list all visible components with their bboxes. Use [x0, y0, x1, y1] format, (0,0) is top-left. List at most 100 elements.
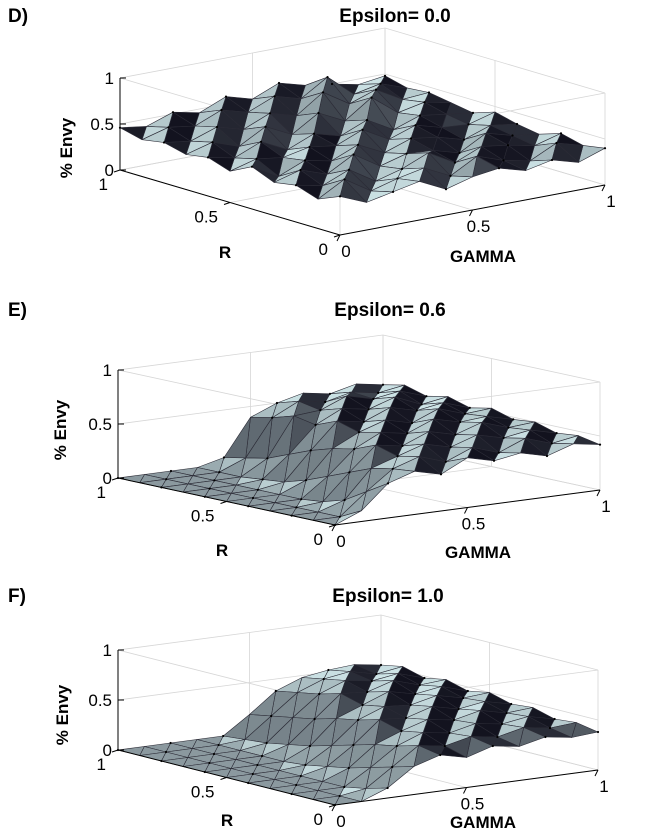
surface-node: [502, 436, 505, 439]
surface-node: [459, 420, 462, 424]
surface-node: [312, 132, 316, 135]
surface-node: [400, 167, 404, 170]
surface-facet: [250, 402, 278, 419]
surface-node: [308, 744, 312, 748]
y-tick-mark: [223, 202, 231, 205]
x-tick-label: 0.5: [461, 795, 485, 814]
surface-node: [555, 432, 558, 435]
surface-node: [211, 141, 214, 144]
surface-node: [401, 444, 404, 447]
surface-facet: [146, 111, 174, 128]
surface-node: [361, 128, 364, 131]
surface-node: [396, 177, 399, 180]
y-tick-mark: [220, 777, 227, 780]
surface-node: [169, 469, 173, 473]
surface-node: [318, 692, 321, 696]
surface-node: [395, 744, 398, 748]
x-axis-label: GAMMA: [450, 813, 516, 832]
surface-facet: [493, 452, 521, 462]
surface-node: [510, 702, 513, 706]
surface-node: [343, 178, 346, 181]
y-axis-label: R: [216, 541, 228, 560]
surface-node: [206, 156, 210, 159]
surface-node: [338, 195, 342, 198]
y-tick-label: 0.5: [194, 208, 218, 227]
surface-node: [374, 88, 378, 91]
surface-node: [500, 722, 504, 726]
surface-node: [162, 141, 166, 144]
x-tick-label: 1: [606, 192, 615, 211]
surface-node: [165, 478, 168, 481]
surface-node: [222, 456, 226, 459]
surface-node: [555, 141, 558, 145]
surface-node: [453, 161, 457, 164]
z-tick-label: 1: [103, 361, 112, 380]
surface-node: [304, 479, 308, 482]
surface-node: [449, 174, 452, 177]
surface-node: [386, 786, 389, 790]
surface-node: [381, 383, 385, 386]
surface-node: [295, 783, 298, 787]
surface-node: [270, 714, 273, 718]
surface-facet: [185, 141, 213, 158]
surface-node: [491, 744, 494, 748]
surface-facet: [545, 727, 573, 738]
surface-node: [544, 735, 547, 739]
surface-facet: [295, 184, 323, 200]
surface-node: [375, 672, 378, 676]
surface-node: [443, 744, 446, 748]
surface-node: [208, 487, 211, 490]
surface-node: [303, 159, 307, 162]
surface-node: [439, 473, 443, 476]
surface-node: [410, 421, 414, 425]
surface-node: [444, 460, 447, 463]
surface-node: [414, 692, 417, 696]
surface-node: [313, 717, 316, 721]
surface-node: [309, 449, 312, 452]
surface-node: [167, 126, 170, 129]
surface-node: [377, 391, 380, 394]
surface-facet: [141, 127, 169, 143]
surface-node: [414, 124, 417, 127]
z-tick-label: 0: [103, 469, 112, 488]
surface-node: [409, 703, 412, 707]
surface-node: [452, 718, 456, 722]
surface-node: [356, 143, 360, 146]
y-tick-mark: [113, 169, 121, 173]
y-tick-label: 0.5: [191, 783, 215, 802]
surface-node: [463, 412, 467, 415]
surface-node: [324, 400, 327, 404]
surface: [117, 664, 599, 806]
z-tick-label: 0: [105, 161, 114, 180]
surface-facet: [222, 714, 250, 740]
surface-node: [391, 765, 394, 769]
surface-node: [275, 401, 279, 405]
surface-node: [492, 459, 496, 462]
surface-node: [321, 91, 325, 94]
surface-node: [266, 457, 269, 460]
panel-letter: E): [8, 300, 27, 321]
surface-node: [427, 91, 431, 94]
surface-node: [366, 690, 369, 694]
surface-node: [515, 122, 519, 126]
surface-node: [294, 184, 298, 187]
surface-node: [409, 137, 413, 140]
panel-letter: D): [8, 6, 28, 27]
surface-facet: [424, 92, 452, 103]
surface-node: [454, 433, 457, 436]
surface-node: [251, 772, 254, 776]
x-tick-label: 0: [341, 242, 350, 261]
surface-node: [391, 190, 395, 193]
surface-node: [218, 471, 221, 474]
surface-node: [603, 147, 607, 150]
surface-node: [330, 82, 334, 86]
surface-node: [256, 488, 259, 491]
surface-node: [370, 679, 373, 683]
x-tick-mark: [463, 787, 467, 794]
